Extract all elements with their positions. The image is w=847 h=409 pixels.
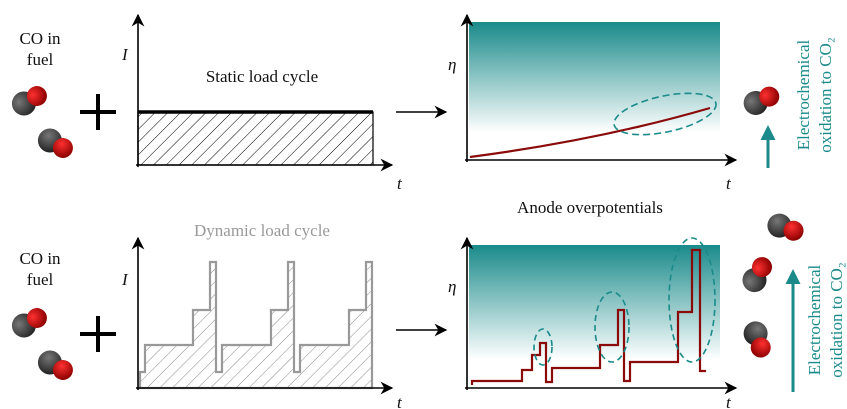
top-row: CO in fuel I t Static load cycle η t Ele… (7, 13, 835, 193)
plus (80, 316, 116, 352)
co-molecule (7, 302, 52, 342)
outcome-label: Electrochemical (805, 265, 824, 376)
bottom-row: CO in fuel I t Dynamic load cycle η t El… (7, 210, 846, 409)
highlight (613, 92, 717, 136)
co-molecule (738, 252, 778, 297)
input-label: fuel (27, 270, 54, 289)
input-label: CO in (19, 249, 61, 268)
co-molecule (740, 318, 776, 362)
overpotential-curve (470, 248, 706, 385)
load-label: Static load cycle (206, 67, 318, 86)
overpotential-band (469, 245, 720, 388)
highlight (594, 291, 630, 363)
highlight (668, 237, 716, 363)
load-label: Dynamic load cycle (194, 221, 330, 240)
x-axis-label: t (397, 174, 403, 193)
y-axis-label: I (121, 270, 129, 289)
y-axis-label: I (121, 45, 129, 64)
input-label: fuel (27, 50, 54, 69)
y-axis-label: η (448, 55, 456, 74)
co-molecule (33, 124, 78, 164)
overpotential-curve (469, 106, 711, 159)
overpotential-band (469, 22, 720, 160)
outcome-label: Electrochemical (794, 40, 813, 151)
outcome-label: oxidation to CO₂ (827, 262, 846, 377)
x-axis-label: t (397, 393, 403, 409)
plus (80, 94, 116, 130)
input-label: CO in (19, 29, 61, 48)
load-area (137, 111, 374, 166)
highlight (533, 328, 553, 366)
x-axis-label: t (726, 174, 732, 193)
load-area (138, 260, 374, 390)
co-molecule (764, 210, 808, 246)
x-axis-label: t (726, 393, 732, 409)
outcome-label: oxidation to CO₂ (816, 37, 835, 152)
co-molecule (7, 80, 52, 120)
middle-label: Anode overpotentials (517, 198, 663, 217)
co-molecule (739, 81, 784, 119)
y-axis-label: η (448, 277, 456, 296)
co-molecule (33, 346, 78, 386)
